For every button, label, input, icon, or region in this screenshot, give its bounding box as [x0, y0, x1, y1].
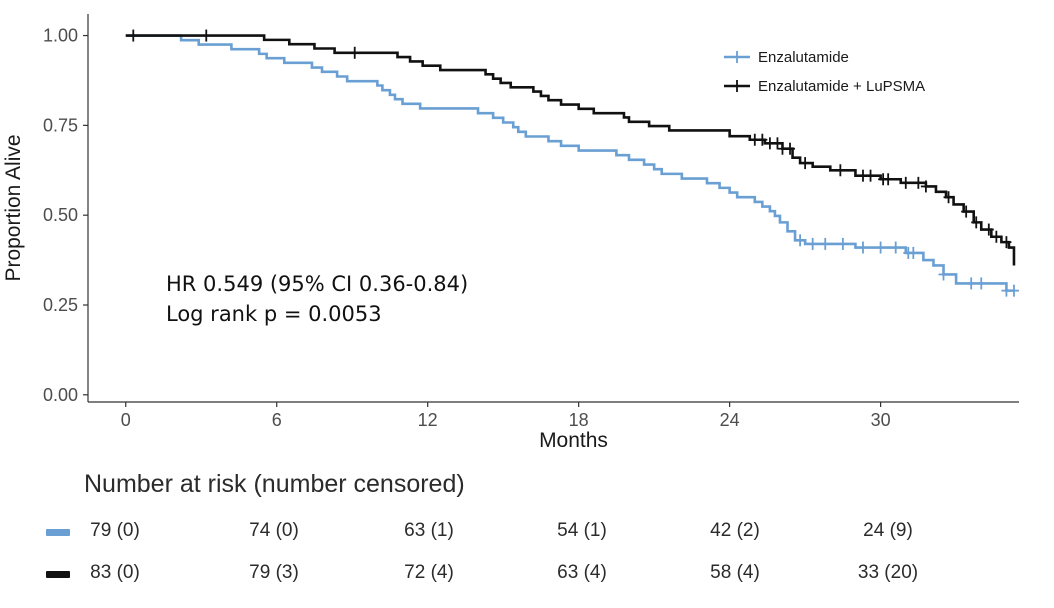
risk-cell: 63 (4): [557, 562, 607, 583]
y-tick-label: 1.00: [43, 26, 78, 46]
x-axis-title: Months: [539, 429, 608, 452]
censor-mark: [772, 137, 783, 150]
censor-mark: [820, 237, 831, 250]
risk-cell: 83 (0): [90, 562, 140, 583]
censor-mark: [785, 142, 796, 155]
censor-mark: [983, 223, 994, 236]
censor-mark: [961, 205, 972, 218]
censor-mark: [900, 176, 911, 189]
risk-row: 83 (0) 79 (3) 72 (4) 63 (4) 58 (4) 33 (20): [0, 560, 1054, 590]
censor-mark: [908, 246, 919, 259]
survival-line: [125, 34, 1016, 266]
y-tick-label: 0.75: [43, 115, 78, 135]
risk-cell: 33 (20): [857, 562, 919, 583]
censor-mark: [857, 241, 868, 254]
censor-mark: [795, 234, 806, 247]
risk-table-title: Number at risk (number censored): [84, 470, 465, 498]
x-tick-label: 6: [272, 410, 282, 430]
censor-mark: [966, 277, 977, 290]
risk-cell: 63 (1): [404, 520, 454, 541]
risk-row: 79 (0) 74 (0) 63 (1) 54 (1) 42 (2) 24 (9): [0, 518, 1054, 548]
censor-mark: [201, 29, 212, 42]
censor-mark: [971, 216, 982, 229]
risk-cell: 24 (9): [863, 520, 913, 541]
x-tick-label: 0: [121, 410, 131, 430]
log-rank-annotation: Log rank p = 0.0053: [166, 302, 382, 326]
risk-cell: 79 (0): [90, 520, 140, 541]
x-tick-label: 18: [569, 410, 589, 430]
risk-cell: 74 (0): [249, 520, 299, 541]
y-axis-title: Proportion Alive: [2, 134, 25, 281]
risk-cell: 72 (4): [404, 562, 454, 583]
series-enzalutamide-lupsma: [125, 29, 1016, 266]
legend-label: Enzalutamide: [758, 49, 849, 66]
legend: Enzalutamide Enzalutamide + LuPSMA: [724, 49, 925, 95]
y-tick-label: 0.25: [43, 295, 78, 315]
risk-row-swatch: [46, 529, 70, 536]
y-tick-label: 0.00: [43, 385, 78, 405]
legend-item: Enzalutamide: [724, 49, 849, 66]
censor-mark: [883, 173, 894, 186]
censor-mark: [837, 237, 848, 250]
x-tick-label: 12: [418, 410, 438, 430]
censor-mark: [349, 46, 360, 59]
risk-cell: 58 (4): [710, 562, 760, 583]
censor-mark: [128, 29, 139, 42]
risk-cell: 54 (1): [557, 520, 607, 541]
risk-row-swatch: [46, 571, 70, 578]
censor-mark: [835, 164, 846, 177]
censor-mark: [757, 133, 768, 146]
x-tick-label: 30: [871, 410, 891, 430]
censor-mark: [991, 230, 1002, 243]
series-enzalutamide: [125, 34, 1019, 297]
x-tick-label: 24: [720, 410, 740, 430]
censor-mark: [1008, 284, 1019, 297]
legend-label: Enzalutamide + LuPSMA: [758, 78, 925, 95]
axes: 0.00 0.25 0.50 0.75 1.00 0 6 12 18 24 30 Months Prop…: [2, 14, 1019, 452]
censor-mark: [865, 169, 876, 182]
km-chart: 0.00 0.25 0.50 0.75 1.00 0 6 12 18 24 30 Months Prop…: [2, 14, 1019, 452]
risk-cell: 42 (2): [710, 520, 760, 541]
risk-cell: 79 (3): [249, 562, 299, 583]
censor-mark: [920, 180, 931, 193]
censor-mark: [943, 191, 954, 204]
censor-mark: [875, 241, 886, 254]
censor-mark: [1001, 236, 1012, 249]
survival-line: [125, 34, 1014, 292]
y-tick-label: 0.50: [43, 205, 78, 225]
censor-mark: [913, 176, 924, 189]
censor-mark: [976, 277, 987, 290]
legend-item: Enzalutamide + LuPSMA: [724, 78, 925, 95]
censor-mark: [890, 241, 901, 254]
censor-mark: [800, 157, 811, 170]
hazard-ratio-annotation: HR 0.549 (95% CI 0.36-0.84): [166, 272, 468, 296]
survival-curves: [125, 29, 1019, 297]
censor-mark: [938, 268, 949, 281]
censor-mark: [807, 237, 818, 250]
